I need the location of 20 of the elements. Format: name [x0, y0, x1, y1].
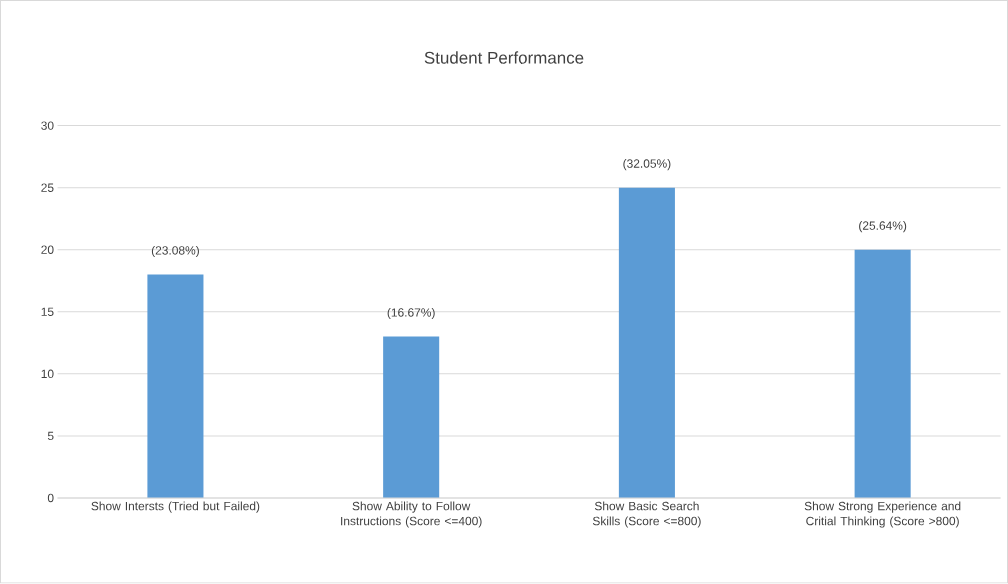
y-tick-label: 25	[41, 183, 54, 193]
annotation: (25.64%)	[859, 221, 907, 233]
bar	[147, 274, 204, 499]
y-tick-label: 10	[41, 369, 54, 379]
x-tick-label: Show Strong Experience and Critial Thinking (Score >800)	[804, 501, 961, 528]
y-tick-label: 15	[41, 307, 54, 317]
annotation: (23.08%)	[151, 246, 199, 258]
x-tick-label: Show Intersts (Tried but Failed)	[91, 501, 260, 513]
bar	[618, 187, 675, 499]
x-tick-label: Show Basic Search Skills (Score <=800)	[592, 501, 701, 528]
annotation: (16.67%)	[387, 308, 435, 320]
x-tick-label: Show Ability to Follow Instructions (Score <=400)	[341, 501, 482, 528]
y-tick-label: 30	[41, 121, 54, 131]
y-tick-label: 5	[47, 431, 54, 441]
chart-title: Student Performance	[424, 51, 584, 64]
bar	[854, 249, 911, 499]
y-tick-label: 20	[41, 245, 54, 255]
y-tick-label: 0	[47, 493, 54, 503]
bar	[383, 336, 440, 499]
annotation: (32.05%)	[623, 159, 671, 171]
